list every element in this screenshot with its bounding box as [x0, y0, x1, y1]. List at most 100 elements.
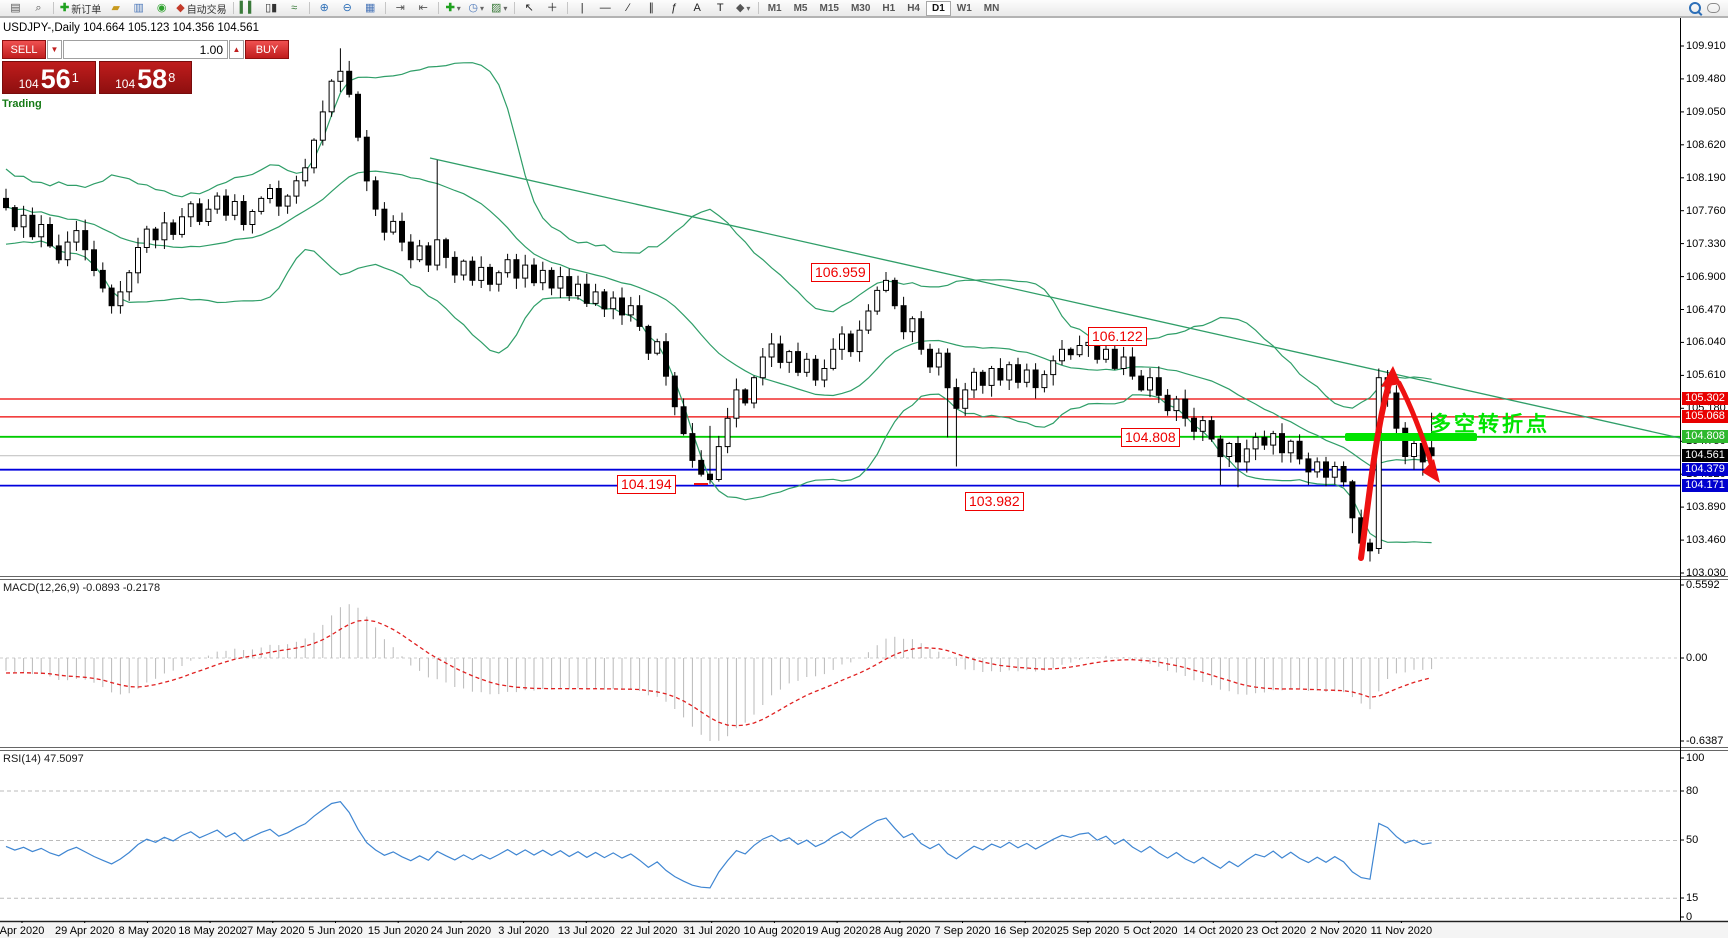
date-label-6: 15 Jun 2020	[367, 925, 429, 937]
charts-window-icon[interactable]: ▤	[10, 1, 21, 14]
date-label-18: 5 Oct 2020	[1123, 925, 1178, 937]
volume-input[interactable]	[63, 40, 228, 59]
price-tick-105.610: 105.610	[1686, 369, 1726, 382]
rsi-value: 47.5097	[43, 753, 84, 765]
price-label-106122[interactable]: 106.122	[1088, 327, 1147, 346]
date-label-22: 11 Nov 2020	[1370, 925, 1433, 937]
date-label-19: 14 Oct 2020	[1183, 925, 1244, 937]
signal-icon[interactable]: ◉	[156, 1, 167, 14]
gold-icon[interactable]: ▰	[111, 1, 120, 14]
bid-quote[interactable]: 104 56 1	[2, 61, 96, 94]
price-tick-106.900: 106.900	[1686, 270, 1726, 283]
price-tick-108.620: 108.620	[1686, 138, 1726, 151]
autotrading-label: 自动交易	[186, 4, 227, 16]
price-label-104194[interactable]: 104.194	[617, 475, 676, 494]
ask-sup-digit: 8	[168, 70, 176, 85]
rsi-tick-80: 80	[1686, 785, 1699, 797]
profiles-icon[interactable]: ⌕	[35, 1, 42, 14]
candlestick-icon[interactable]: ▯▮	[265, 1, 278, 14]
bid-sup-digit: 1	[71, 70, 79, 85]
price-label-106959[interactable]: 106.959	[811, 263, 870, 282]
chart-title: USDJPY-,Daily 104.664 105.123 104.356 10…	[3, 22, 259, 34]
search-icon[interactable]	[1689, 2, 1701, 14]
date-label-3: 18 May 2020	[178, 925, 242, 937]
date-label-0: Apr 2020	[0, 925, 45, 937]
price-badge-104.379: 104.379	[1682, 463, 1728, 477]
date-label-9: 13 Jul 2020	[557, 925, 615, 937]
timeframe-button-M15[interactable]: M15	[819, 2, 839, 14]
separator	[308, 2, 310, 14]
separator	[384, 2, 386, 14]
timeframe-button-W1[interactable]: W1	[956, 2, 972, 14]
auto-scroll-icon[interactable]: ⇥	[395, 1, 405, 14]
volume-increase-button[interactable]: ▲	[229, 40, 244, 59]
turning-point-annotation[interactable]: 多空转折点	[1430, 413, 1550, 436]
chat-icon[interactable]	[1707, 3, 1720, 13]
volume-decrease-button[interactable]: ▼	[47, 40, 62, 59]
text-icon[interactable]: A	[693, 1, 701, 14]
date-label-14: 28 Aug 2020	[868, 925, 931, 937]
timeframe-button-MN[interactable]: MN	[983, 2, 1000, 14]
price-badge-104.808: 104.808	[1682, 430, 1728, 444]
new-order-button[interactable]: ✚ 新订单	[57, 1, 104, 16]
templates-icon[interactable]: ▨ ▾	[490, 1, 508, 14]
ask-quote[interactable]: 104 58 8	[98, 61, 192, 94]
price-tick-106.470: 106.470	[1686, 303, 1726, 316]
top-toolbar: ▤ ⌕ ✚ 新订单 ▰ ▥ ◉ ◆ 自动交易 ▍▍ ▯▮ ≈ ⊕ ⊖ ▦ ⇥ ⇤…	[0, 0, 1728, 17]
date-label-4: 27 May 2020	[240, 925, 305, 937]
date-label-10: 22 Jul 2020	[620, 925, 678, 937]
timeframe-button-M30[interactable]: M30	[850, 2, 871, 14]
one-click-trading-panel: SELL ▼ ▲ BUY 104 56 1 104 58 8	[2, 40, 289, 94]
timeframe-group: M1 M5 M15 M30 H1 H4 D1 W1 MN	[762, 0, 1006, 16]
crosshair-icon[interactable]: ＋	[546, 1, 558, 14]
macd-tick-0.00: 0.00	[1686, 652, 1708, 664]
price-tick-108.190: 108.190	[1686, 171, 1726, 184]
rsi-tick-100: 100	[1686, 752, 1705, 764]
separator	[513, 2, 515, 14]
sell-button[interactable]: SELL	[2, 40, 46, 59]
fibonacci-icon[interactable]: ƒ	[671, 1, 678, 14]
zoom-out-icon[interactable]: ⊖	[342, 1, 352, 14]
chart-shift-icon[interactable]: ⇤	[418, 1, 428, 14]
macd-tick-0.5592: 0.5592	[1686, 579, 1720, 591]
price-label-104808[interactable]: 104.808	[1121, 428, 1180, 447]
line-chart-icon[interactable]: ≈	[291, 1, 298, 14]
zoom-in-icon[interactable]: ⊕	[319, 1, 329, 14]
timeframe-button-H1[interactable]: H1	[882, 2, 896, 14]
date-label-20: 23 Oct 2020	[1246, 925, 1306, 937]
price-tick-107.330: 107.330	[1686, 237, 1726, 250]
timeframe-button-M5[interactable]: M5	[793, 2, 808, 14]
date-label-13: 19 Aug 2020	[806, 925, 868, 937]
text-label-icon[interactable]: T	[716, 1, 724, 14]
separator	[232, 2, 234, 14]
timeframe-button-H4[interactable]: H4	[907, 2, 920, 14]
shapes-icon[interactable]: ◆ ▾	[735, 1, 751, 14]
periods-icon[interactable]: ◷ ▾	[468, 1, 484, 14]
channel-icon[interactable]: ∥	[648, 1, 654, 14]
buy-button[interactable]: BUY	[245, 40, 289, 59]
bar-chart-icon[interactable]: ▍▍	[239, 1, 257, 14]
time-axis-strip	[0, 923, 1728, 938]
market-watch-icon[interactable]: ▥	[133, 1, 144, 14]
toolbar-right-group	[1689, 2, 1724, 14]
timeframe-button-M1[interactable]: M1	[767, 2, 782, 14]
tile-windows-icon[interactable]: ▦	[364, 1, 376, 14]
rsi-tick-50: 50	[1686, 834, 1699, 846]
trendline-icon[interactable]: ∕	[627, 1, 630, 14]
bid-big-digits: 56	[40, 64, 71, 94]
date-label-1: 29 Apr 2020	[55, 925, 115, 937]
price-badge-104.561: 104.561	[1682, 449, 1728, 463]
vertical-line-icon[interactable]: |	[580, 1, 584, 14]
indicators-icon[interactable]: ✚ ▾	[445, 1, 461, 14]
price-label-103982[interactable]: 103.982	[965, 492, 1024, 511]
new-order-icon: ✚	[60, 1, 70, 14]
new-order-label: 新订单	[71, 4, 102, 16]
horizontal-line-icon[interactable]: ―	[599, 1, 611, 14]
timeframe-button-D1[interactable]: D1	[926, 0, 951, 16]
autotrading-button[interactable]: ◆ 自动交易	[173, 1, 229, 16]
cursor-icon[interactable]: ↖	[524, 1, 534, 14]
separator	[757, 2, 759, 14]
ask-small-digits: 104	[115, 77, 136, 91]
date-label-2: 8 May 2020	[118, 925, 177, 937]
